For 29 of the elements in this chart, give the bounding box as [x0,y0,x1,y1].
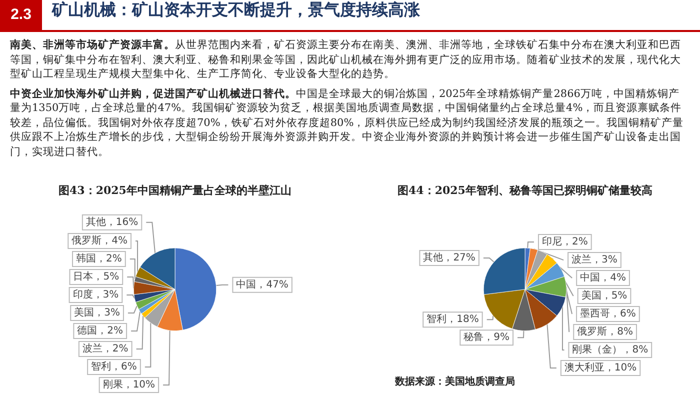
slice-label: 日本，5% [73,270,120,282]
slice-label: 韩国，2% [76,252,122,264]
slice-label: 美国，3% [74,306,120,318]
slice-label: 刚果，10% [102,380,156,390]
slice-label: 澳大利亚，10% [564,362,637,374]
text: 中资企业加快海外矿山并购，促进国产矿山机械进口替代。 [10,88,296,100]
slice-label: 印尼，2% [542,236,588,248]
slice-label: 其他，16% [86,216,138,228]
slice-label: 中国，4% [580,272,626,284]
chart-title: 图44：2025年智利、秘鲁等国已探明铜矿储量较高 [398,184,652,197]
slice-label: 刚果（金），8% [572,344,648,356]
slice-label: 智利，18% [426,313,479,326]
slice-label: 秘鲁，9% [464,331,510,344]
slice-label: 德国，2% [77,326,124,336]
chart-title: 图43：2025年中国精铜产量占全球的半壁江山 [58,184,292,197]
slice-label: 智利，6% [91,360,137,372]
slice-label: 波兰，3% [572,254,618,266]
text: 2.3 [0,0,42,30]
slice-label: 中国，47% [236,278,288,290]
slice-label: 印度，3% [72,288,119,300]
slice-label: 美国，5% [581,290,628,302]
text: 南美、非洲等市场矿产资源丰富。 [10,39,175,51]
slice-label: 俄罗斯，8% [577,326,633,338]
slice-label: 其他，27% [423,252,476,264]
text: 矿山机械：矿山资本开支不断提升，景气度持续高涨 [52,0,420,21]
slice-label: 波兰，2% [82,342,128,354]
source-note: 数据来源：美国地质调查局 [394,376,515,388]
slice-label: 俄罗斯，4% [72,234,128,246]
slice-label: 墨西哥，6% [580,308,636,320]
